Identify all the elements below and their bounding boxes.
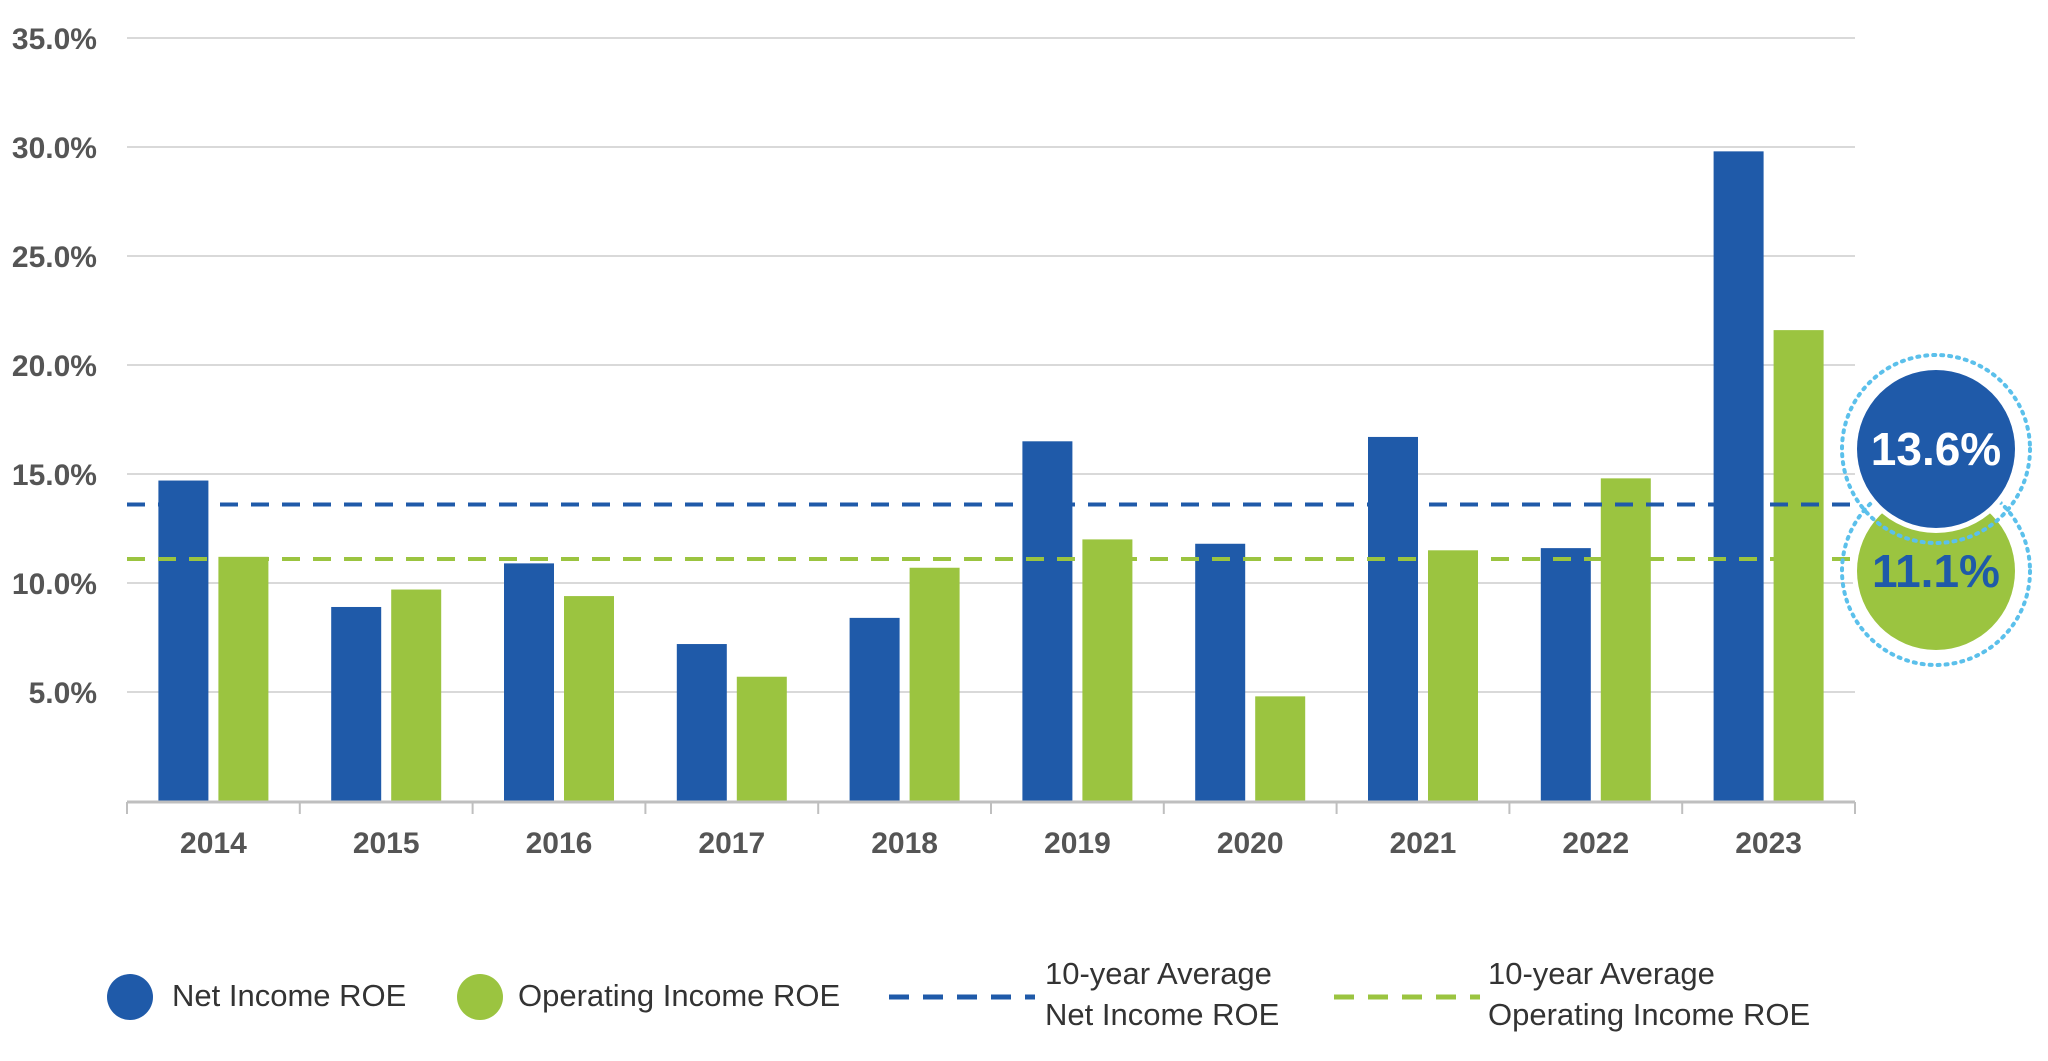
legend-label-avg-operating-income-line1: 10-year Average [1488,956,1715,991]
y-tick-label: 20.0% [12,350,97,383]
bar-net-income-2019 [1022,441,1073,801]
bar-operating-income-2020 [1255,696,1306,801]
y-tick-label: 35.0% [12,23,97,56]
bar-operating-income-2023 [1773,330,1824,801]
x-tick-label: 2021 [1390,827,1457,860]
badge-label-net-income: 13.6% [1871,423,2001,475]
x-tick-label: 2019 [1044,827,1111,860]
bar-operating-income-2019 [1082,539,1133,801]
bar-net-income-2022 [1540,548,1591,801]
bar-net-income-2020 [1195,543,1246,801]
legend-label-net-income: Net Income ROE [172,978,406,1013]
gridlines [127,37,1855,693]
bar-net-income-2021 [1368,436,1418,801]
bar-net-income-2016 [504,563,554,801]
x-axis: 2014 2015 2016 2017 2018 2019 2020 2021 2022 2023 [126,800,1856,860]
badge-ring-net-income [1840,353,2032,545]
badge-net-income [1857,370,2015,528]
bar-net-income-2018 [849,617,900,801]
x-tick-label: 2017 [698,827,765,860]
legend-label-operating-income: Operating Income ROE [518,978,840,1013]
bar-operating-income-2016 [564,596,614,801]
x-tick-label: 2020 [1217,827,1284,860]
bars [158,151,1824,802]
x-tick-label: 2015 [353,827,420,860]
y-tick-label: 5.0% [29,677,97,710]
y-tick-label: 15.0% [12,459,97,492]
legend-label-avg-net-income-line1: 10-year Average [1045,956,1272,991]
bar-net-income-2017 [676,644,727,801]
legend: Net Income ROE Operating Income ROE 10-y… [107,956,1810,1032]
y-tick-label: 25.0% [12,241,97,274]
bar-operating-income-2021 [1428,550,1478,801]
badge-label-operating-income: 11.1% [1872,545,2000,597]
y-axis: 5.0% 10.0% 15.0% 20.0% 25.0% 30.0% 35.0% [12,23,97,710]
bar-operating-income-2022 [1600,478,1651,801]
legend-label-avg-net-income-line2: Net Income ROE [1045,997,1279,1032]
legend-marker-operating-income [457,974,503,1020]
y-tick-label: 10.0% [12,568,97,601]
average-badges: 11.1% 13.6% [1840,353,2032,667]
x-tick-label: 2023 [1735,827,1802,860]
x-tick-label: 2014 [180,827,247,860]
y-tick-label: 30.0% [12,132,97,165]
x-tick-label: 2018 [871,827,938,860]
average-lines [127,502,1855,562]
legend-label-avg-operating-income-line2: Operating Income ROE [1488,997,1810,1032]
bar-operating-income-2014 [218,556,269,801]
bar-operating-income-2018 [909,567,960,801]
x-tick-label: 2022 [1562,827,1629,860]
badge-operating-income [1857,492,2015,650]
bar-net-income-2014 [158,480,209,801]
bar-net-income-2023 [1713,151,1764,802]
legend-marker-net-income [107,974,153,1020]
x-tick-label: 2016 [526,827,593,860]
bar-net-income-2015 [331,606,382,801]
bar-operating-income-2015 [391,589,442,801]
bar-operating-income-2017 [736,676,787,801]
